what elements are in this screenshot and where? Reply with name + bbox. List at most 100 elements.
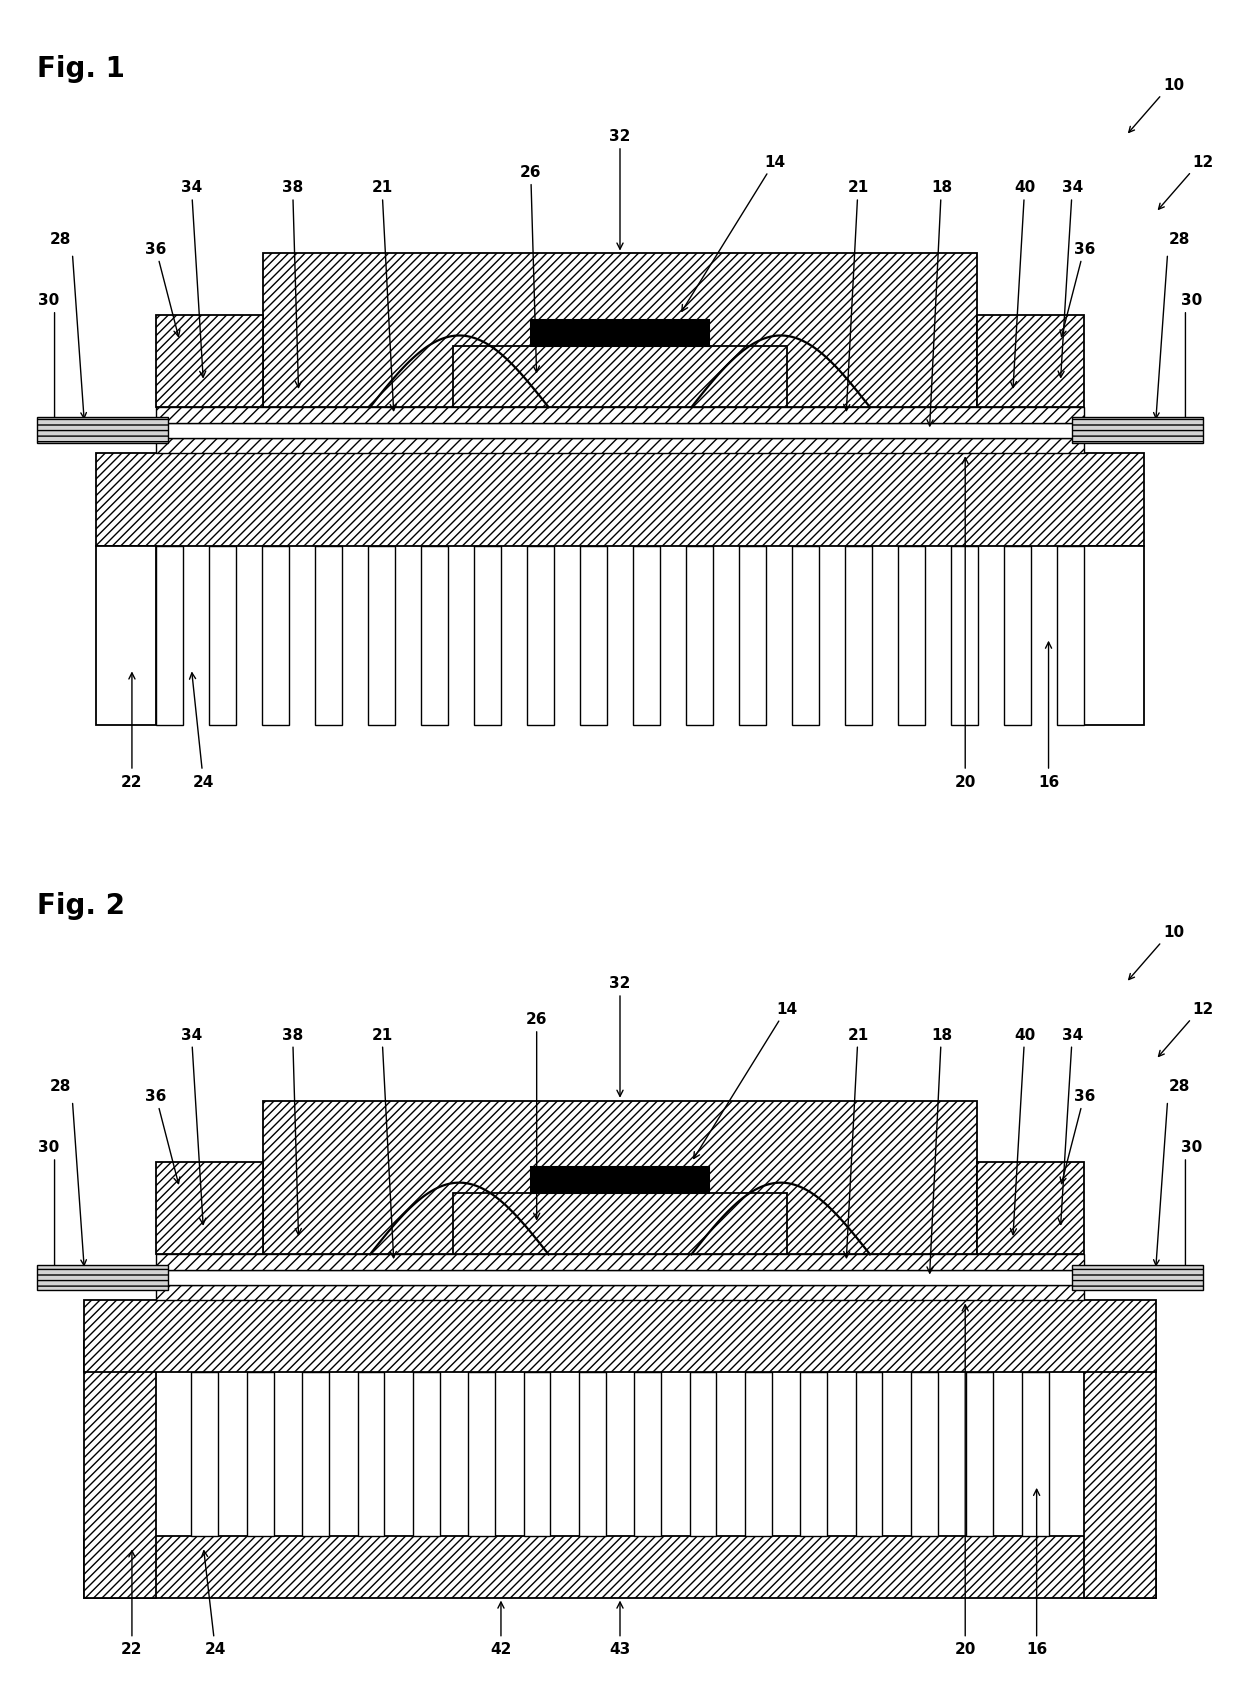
Text: 21: 21 [371, 181, 397, 411]
Bar [898, 546, 925, 725]
Bar [156, 1255, 1084, 1270]
Bar [951, 546, 978, 725]
Text: 12: 12 [1193, 155, 1214, 169]
Bar [97, 454, 1143, 546]
Text: 28: 28 [1169, 1079, 1190, 1092]
Bar [454, 347, 786, 408]
Bar [846, 546, 872, 725]
Text: 30: 30 [38, 1140, 60, 1154]
Text: 24: 24 [190, 674, 215, 789]
Text: 20: 20 [955, 1306, 976, 1656]
Bar [635, 1372, 661, 1536]
Text: 10: 10 [1163, 925, 1184, 939]
Bar [966, 1372, 993, 1536]
Bar [156, 1162, 263, 1255]
Text: 32: 32 [609, 976, 631, 1096]
Text: 40: 40 [1011, 181, 1035, 387]
Bar [686, 546, 713, 725]
Text: 34: 34 [1058, 1028, 1083, 1224]
Text: 30: 30 [38, 294, 60, 307]
Bar [977, 1162, 1084, 1255]
Text: 10: 10 [1163, 79, 1184, 92]
Bar [191, 1372, 218, 1536]
Text: 18: 18 [928, 181, 952, 427]
Text: 36: 36 [145, 242, 180, 338]
Bar [156, 1270, 1084, 1285]
Text: Fig. 2: Fig. 2 [37, 891, 125, 918]
Text: 36: 36 [145, 1089, 180, 1185]
Text: 16: 16 [1025, 1490, 1048, 1656]
Bar [156, 316, 263, 408]
Text: 43: 43 [609, 1603, 631, 1656]
Text: 42: 42 [490, 1603, 512, 1656]
Text: 20: 20 [955, 459, 976, 789]
Bar [800, 1372, 827, 1536]
Bar [156, 408, 1084, 423]
Text: 28: 28 [1169, 232, 1190, 246]
Bar [739, 546, 766, 725]
Bar [531, 1168, 709, 1193]
Text: 34: 34 [181, 181, 206, 377]
Bar [97, 546, 156, 725]
Text: 16: 16 [1038, 644, 1059, 789]
Bar [156, 423, 1084, 439]
Bar [368, 546, 394, 725]
Bar [156, 1285, 1084, 1301]
Bar [263, 1101, 977, 1255]
Bar [1073, 1265, 1203, 1290]
Text: 21: 21 [843, 181, 869, 411]
Bar [977, 316, 1084, 408]
Bar [527, 546, 554, 725]
Bar [580, 546, 606, 725]
Bar [208, 546, 236, 725]
Bar [37, 1265, 167, 1290]
Text: 21: 21 [843, 1028, 869, 1258]
Bar [413, 1372, 440, 1536]
Text: 36: 36 [1060, 242, 1095, 338]
Bar [84, 1342, 156, 1598]
Bar [1073, 418, 1203, 444]
Bar [469, 1372, 495, 1536]
Bar [156, 546, 182, 725]
Text: 38: 38 [281, 181, 304, 387]
Text: 34: 34 [181, 1028, 206, 1224]
Bar [856, 1372, 883, 1536]
Text: 22: 22 [122, 1552, 143, 1656]
Bar [420, 546, 448, 725]
Bar [792, 546, 820, 725]
Text: 34: 34 [1058, 181, 1083, 377]
Bar [1022, 1372, 1049, 1536]
Bar [262, 546, 289, 725]
Bar [1084, 546, 1143, 725]
Bar [84, 1301, 1156, 1372]
Text: 38: 38 [281, 1028, 304, 1234]
Text: 36: 36 [1060, 1089, 1095, 1185]
Bar [911, 1372, 937, 1536]
Bar [634, 546, 660, 725]
Bar [1004, 546, 1032, 725]
Bar [454, 1193, 786, 1255]
Text: 24: 24 [202, 1552, 226, 1656]
Bar [1084, 1342, 1156, 1598]
Text: 18: 18 [928, 1028, 952, 1273]
Text: 22: 22 [122, 674, 143, 789]
Text: 26: 26 [526, 1012, 547, 1219]
Bar [303, 1372, 329, 1536]
Bar [579, 1372, 605, 1536]
Bar [689, 1372, 717, 1536]
Bar [357, 1372, 384, 1536]
Bar [474, 546, 501, 725]
Bar [156, 439, 1084, 454]
Bar [523, 1372, 551, 1536]
Bar [745, 1372, 771, 1536]
Text: 12: 12 [1193, 1002, 1214, 1016]
Text: 30: 30 [1180, 1140, 1202, 1154]
Bar [315, 546, 342, 725]
Bar [247, 1372, 274, 1536]
Text: 26: 26 [520, 166, 542, 372]
Bar [263, 254, 977, 408]
Text: 14: 14 [693, 1002, 797, 1159]
Text: 28: 28 [50, 232, 71, 246]
Text: Fig. 1: Fig. 1 [37, 55, 124, 82]
Text: 14: 14 [682, 155, 785, 312]
